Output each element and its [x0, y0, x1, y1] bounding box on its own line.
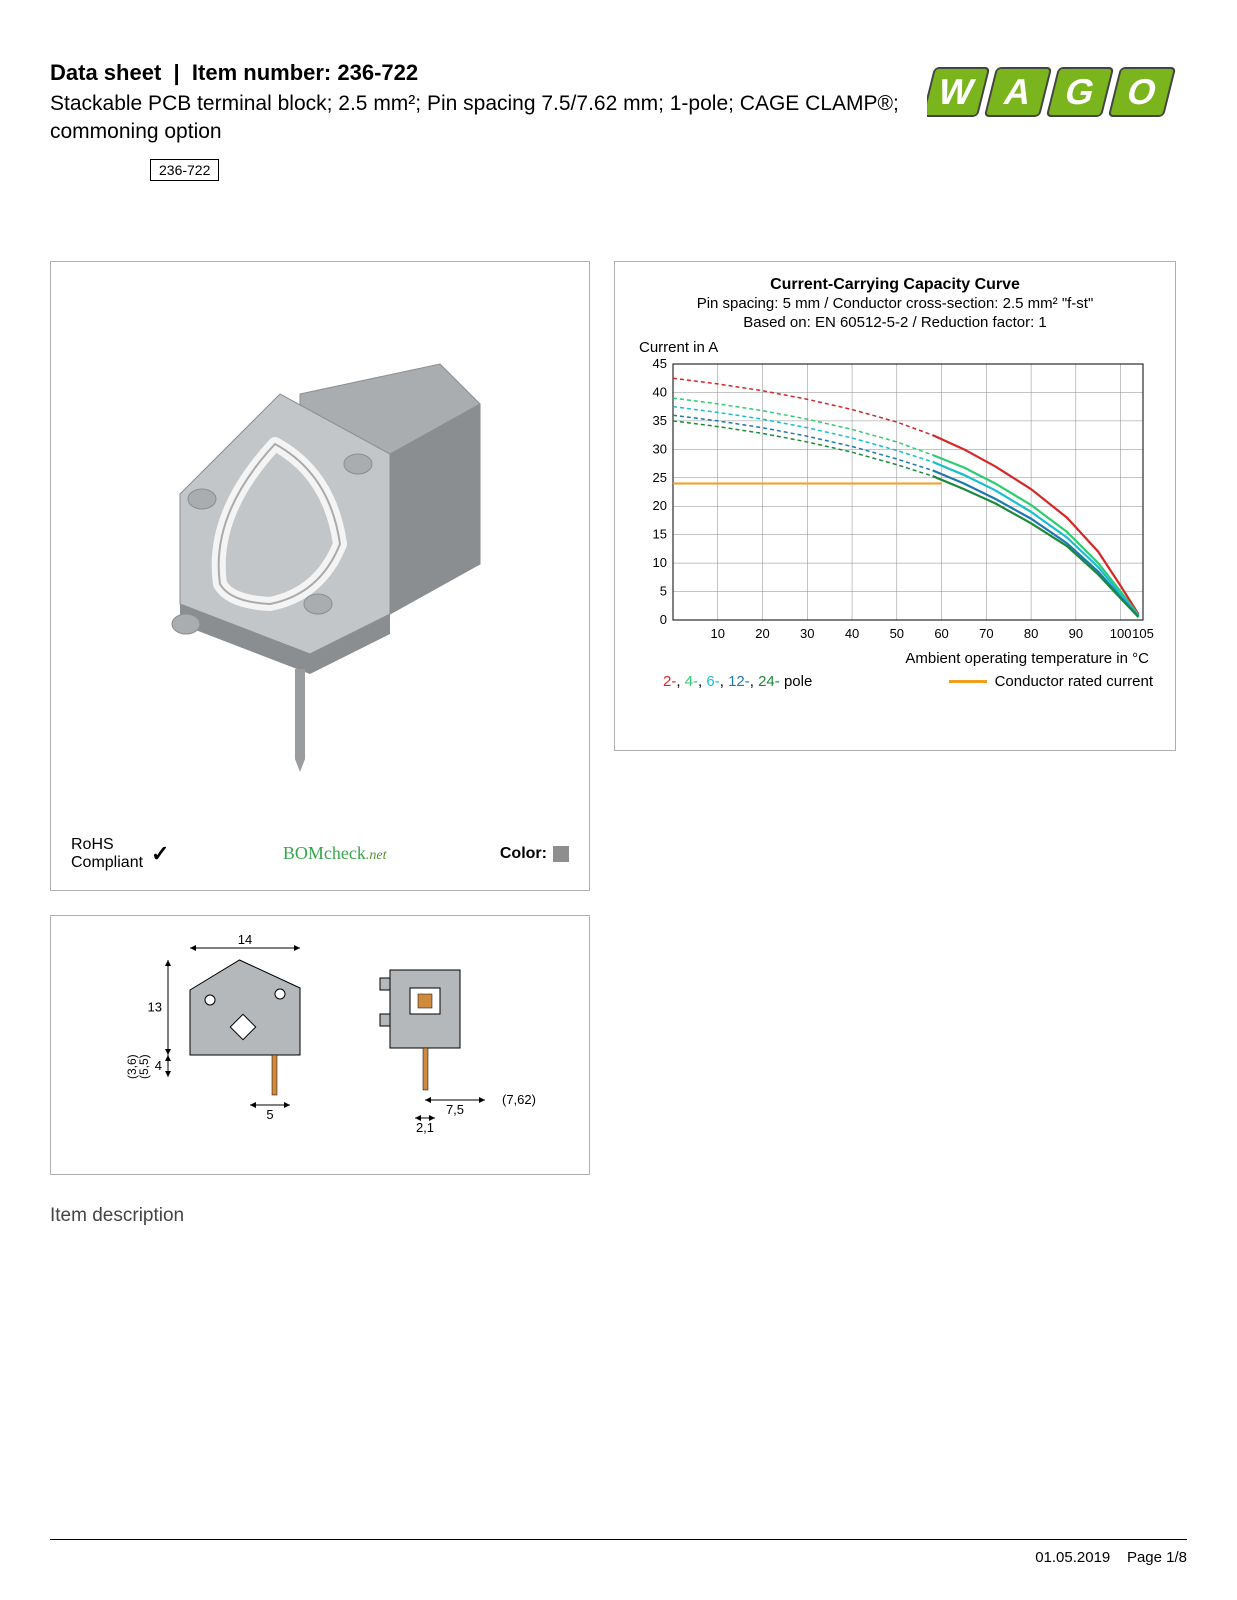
- svg-text:30: 30: [653, 441, 667, 456]
- svg-text:20: 20: [653, 498, 667, 513]
- svg-text:5: 5: [660, 583, 667, 598]
- svg-text:7,5: 7,5: [446, 1102, 464, 1117]
- title-item-label: Item number:: [192, 60, 331, 85]
- footer-page: Page 1/8: [1127, 1549, 1187, 1566]
- footer-rule: [50, 1539, 1187, 1540]
- svg-text:40: 40: [845, 626, 859, 641]
- chart-panel: Current-Carrying Capacity Curve Pin spac…: [614, 261, 1176, 751]
- dimensions-panel: 1413(3,6)(5,5)457,5(7,62)2,1: [50, 915, 590, 1175]
- section-heading: Item description: [50, 1205, 1187, 1227]
- item-badge: 236-722: [150, 159, 219, 181]
- svg-text:(7,62): (7,62): [502, 1092, 536, 1107]
- product-panel: RoHS Compliant ✓ BOMcheck.net Color:: [50, 261, 590, 891]
- header: Data sheet | Item number: 236-722 Stacka…: [50, 60, 1187, 181]
- chart-title: Current-Carrying Capacity Curve: [633, 276, 1157, 294]
- svg-text:(5,5): (5,5): [137, 1054, 151, 1079]
- bomcheck-suffix: .net: [366, 848, 387, 863]
- rohs-line1: RoHS: [71, 836, 143, 854]
- title-sep: |: [174, 60, 180, 85]
- svg-text:90: 90: [1069, 626, 1083, 641]
- svg-text:14: 14: [238, 932, 252, 947]
- rohs-line2: Compliant: [71, 854, 143, 872]
- product-footer: RoHS Compliant ✓ BOMcheck.net Color:: [65, 832, 575, 876]
- wago-logo: W A G O: [927, 60, 1187, 130]
- svg-text:15: 15: [653, 526, 667, 541]
- footer: 01.05.2019 Page 1/8: [1035, 1549, 1187, 1566]
- chart-legend: 2-, 4-, 6-, 12-, 24- pole Conductor rate…: [633, 667, 1157, 690]
- color-block: Color:: [500, 845, 569, 863]
- svg-text:60: 60: [934, 626, 948, 641]
- rohs-block: RoHS Compliant ✓: [71, 836, 169, 872]
- legend-conductor: Conductor rated current: [949, 673, 1153, 690]
- header-text: Data sheet | Item number: 236-722 Stacka…: [50, 60, 927, 181]
- svg-text:10: 10: [653, 555, 667, 570]
- legend-poles: 2-, 4-, 6-, 12-, 24- pole: [663, 673, 812, 690]
- chart-sub2: Based on: EN 60512-5-2 / Reduction facto…: [743, 314, 1047, 331]
- svg-text:50: 50: [890, 626, 904, 641]
- bomcheck-text: BOMcheck: [283, 843, 366, 863]
- svg-text:10: 10: [711, 626, 725, 641]
- product-image: [65, 276, 575, 832]
- chart-ylabel: Current in A: [639, 339, 1157, 356]
- legend-line-icon: [949, 680, 987, 683]
- subtitle: Stackable PCB terminal block; 2.5 mm²; P…: [50, 90, 927, 147]
- color-label: Color:: [500, 845, 547, 863]
- check-icon: ✓: [151, 841, 169, 867]
- chart-sub1: Pin spacing: 5 mm / Conductor cross-sect…: [697, 295, 1094, 312]
- svg-text:100: 100: [1110, 626, 1132, 641]
- svg-text:13: 13: [148, 999, 162, 1014]
- svg-text:40: 40: [653, 384, 667, 399]
- svg-text:20: 20: [755, 626, 769, 641]
- color-swatch: [553, 846, 569, 862]
- chart-xlabel: Ambient operating temperature in °C: [633, 650, 1157, 667]
- svg-text:70: 70: [979, 626, 993, 641]
- svg-text:2,1: 2,1: [416, 1120, 434, 1135]
- svg-text:45: 45: [653, 358, 667, 371]
- title-line: Data sheet | Item number: 236-722: [50, 60, 927, 86]
- content-row: RoHS Compliant ✓ BOMcheck.net Color:: [50, 261, 1187, 1175]
- svg-text:35: 35: [653, 413, 667, 428]
- footer-date: 01.05.2019: [1035, 1549, 1110, 1566]
- chart-sub: Pin spacing: 5 mm / Conductor cross-sect…: [633, 294, 1157, 333]
- svg-text:105: 105: [1132, 626, 1154, 641]
- legend-cond-label: Conductor rated current: [995, 673, 1153, 690]
- svg-text:30: 30: [800, 626, 814, 641]
- bomcheck-logo: BOMcheck.net: [283, 843, 387, 864]
- svg-text:0: 0: [660, 612, 667, 627]
- svg-text:25: 25: [653, 469, 667, 484]
- svg-text:80: 80: [1024, 626, 1038, 641]
- title-prefix: Data sheet: [50, 60, 161, 85]
- svg-text:4: 4: [155, 1058, 162, 1073]
- title-item-number: 236-722: [337, 60, 418, 85]
- svg-text:5: 5: [266, 1107, 273, 1122]
